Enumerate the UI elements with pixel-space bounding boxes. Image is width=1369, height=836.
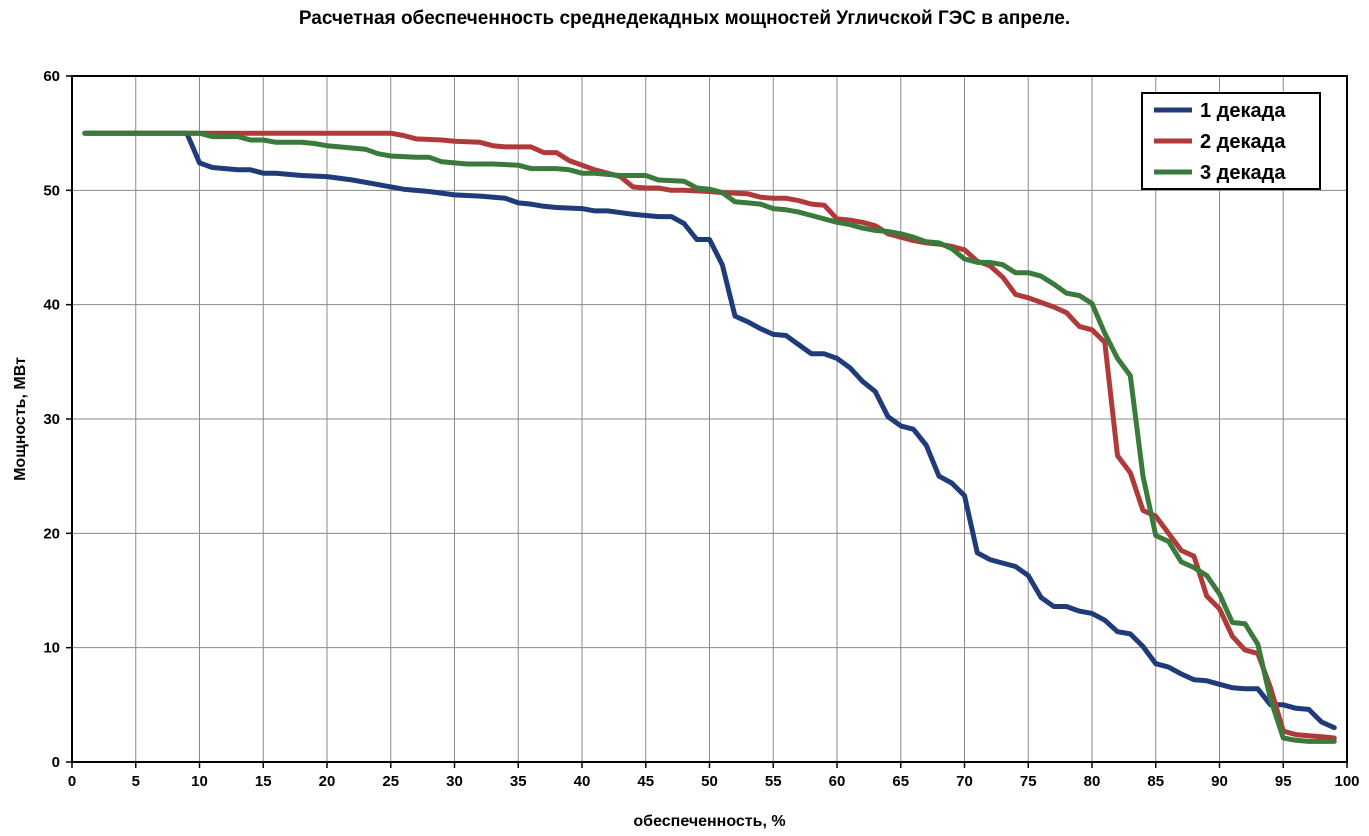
series-lines	[82, 130, 1337, 744]
x-tick-label: 0	[68, 773, 76, 790]
x-tick-label: 20	[319, 773, 336, 790]
x-tick-label: 55	[765, 773, 782, 790]
chart-title: Расчетная обеспеченность среднедекадных …	[298, 8, 1071, 29]
y-tick-label: 0	[52, 754, 60, 771]
x-tick-label: 25	[382, 773, 399, 790]
legend-label-3: 3 декада	[1200, 162, 1286, 184]
x-axis-label: обеспеченность, %	[633, 813, 785, 830]
x-tick-label: 30	[446, 773, 463, 790]
series-line-3	[82, 130, 1337, 744]
series-line-1	[82, 130, 1337, 731]
y-tick-label: 30	[43, 411, 60, 428]
y-axis-label: Мощность, МВт	[12, 357, 29, 481]
x-tick-label: 70	[956, 773, 973, 790]
x-tick-label: 15	[255, 773, 272, 790]
x-tick-label: 50	[701, 773, 718, 790]
legend-label-1: 1 декада	[1200, 100, 1286, 122]
x-tick-label: 45	[637, 773, 654, 790]
y-tick-label: 40	[43, 297, 60, 314]
x-tick-label: 80	[1084, 773, 1101, 790]
legend: 1 декада 2 декада 3 декада	[1141, 92, 1321, 190]
x-tick-label: 60	[829, 773, 846, 790]
x-tick-label: 90	[1211, 773, 1228, 790]
x-tick-label: 35	[510, 773, 527, 790]
y-tick-label: 10	[43, 640, 60, 657]
x-tick-label: 10	[191, 773, 208, 790]
y-tick-label: 50	[43, 182, 60, 199]
x-tick-label: 85	[1147, 773, 1164, 790]
legend-label-2: 2 декада	[1200, 131, 1286, 153]
x-tick-label: 100	[1334, 773, 1359, 790]
axis-ticks: 0 5 10 15 20 25 30 35 40 45 50 55 60 65 70 75 80 85 90 95 10…	[43, 68, 1359, 790]
x-tick-label: 75	[1020, 773, 1037, 790]
x-tick-label: 65	[892, 773, 909, 790]
y-tick-label: 60	[43, 68, 60, 85]
x-tick-label: 5	[132, 773, 140, 790]
x-tick-label: 40	[574, 773, 591, 790]
grid-lines	[72, 76, 1347, 762]
x-tick-label: 95	[1275, 773, 1292, 790]
y-tick-label: 20	[43, 525, 60, 542]
